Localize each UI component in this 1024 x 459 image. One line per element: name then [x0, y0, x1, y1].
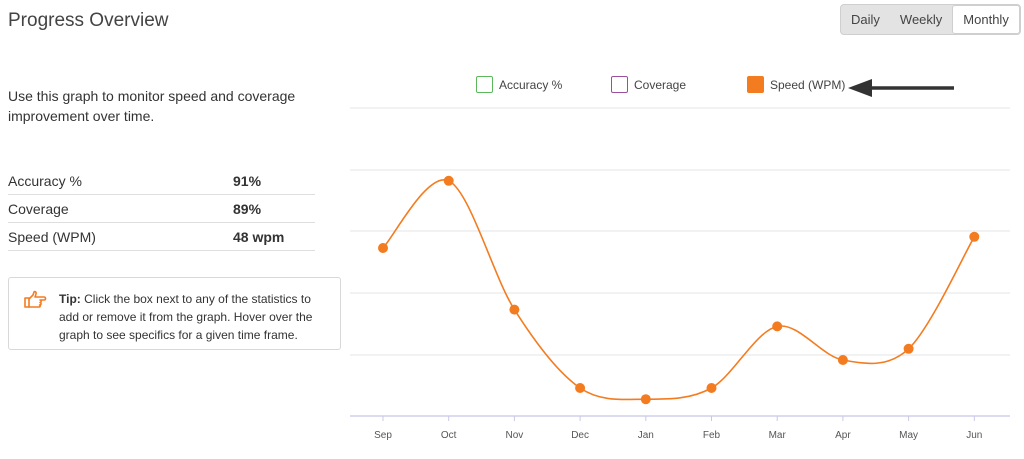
- data-point[interactable]: [903, 343, 914, 354]
- tip-text: Tip: Click the box next to any of the st…: [59, 290, 334, 344]
- x-tick-label: May: [899, 430, 918, 441]
- time-range-toggle: Daily Weekly Monthly: [840, 4, 1021, 35]
- legend-checkbox-speed[interactable]: [747, 76, 764, 93]
- legend-label: Speed (WPM): [770, 77, 846, 92]
- range-weekly-button[interactable]: Weekly: [899, 12, 943, 27]
- speed-line-chart[interactable]: Sep Oct Nov Dec Jan Feb Mar Apr May Jun: [350, 100, 1010, 450]
- x-tick-label: Oct: [441, 430, 457, 441]
- legend-item-speed[interactable]: Speed (WPM): [747, 76, 845, 93]
- range-daily-button[interactable]: Daily: [851, 12, 880, 27]
- legend-label: Coverage: [634, 77, 687, 92]
- data-point[interactable]: [706, 383, 717, 393]
- x-tick-label: Sep: [374, 430, 392, 441]
- chart-legend: Accuracy % Coverage Speed (WPM): [476, 76, 976, 96]
- legend-label: Accuracy %: [499, 77, 563, 92]
- data-point[interactable]: [772, 321, 783, 332]
- series-line-speed: [382, 179, 975, 401]
- x-tick-label: Feb: [703, 430, 721, 441]
- stat-label: Speed (WPM): [8, 228, 96, 245]
- data-point[interactable]: [969, 231, 980, 242]
- data-point[interactable]: [509, 304, 520, 315]
- tip-box: Tip: Click the box next to any of the st…: [8, 277, 341, 350]
- range-monthly-button[interactable]: Monthly: [952, 5, 1020, 34]
- stats-table: Accuracy % 91% Coverage 89% Speed (WPM) …: [8, 167, 315, 251]
- x-tick-label: Jun: [966, 430, 982, 441]
- stat-row-accuracy: Accuracy % 91%: [8, 167, 315, 195]
- stat-row-coverage: Coverage 89%: [8, 195, 315, 223]
- x-tick-label: Jan: [638, 430, 654, 441]
- stat-value: 48 wpm: [233, 228, 285, 245]
- data-point[interactable]: [378, 243, 388, 253]
- legend-item-accuracy[interactable]: Accuracy %: [476, 76, 562, 93]
- stat-value: 91%: [233, 172, 262, 189]
- x-tick-label: Dec: [571, 430, 589, 441]
- x-tick-label: Apr: [835, 430, 851, 441]
- stat-label: Coverage: [8, 200, 69, 217]
- data-point[interactable]: [443, 175, 454, 186]
- data-point[interactable]: [640, 394, 651, 405]
- stat-value: 89%: [233, 200, 262, 217]
- pointing-hand-icon: [24, 290, 47, 308]
- tip-label: Tip:: [59, 292, 81, 306]
- data-point[interactable]: [837, 355, 848, 365]
- x-tick-label: Nov: [506, 430, 524, 441]
- legend-checkbox-coverage[interactable]: [611, 76, 628, 93]
- tip-body: Click the box next to any of the statist…: [59, 292, 313, 342]
- legend-checkbox-accuracy[interactable]: [476, 76, 493, 93]
- stat-row-speed: Speed (WPM) 48 wpm: [8, 223, 315, 251]
- stat-label: Accuracy %: [8, 172, 82, 189]
- legend-item-coverage[interactable]: Coverage: [611, 76, 686, 93]
- x-tick-label: Mar: [769, 430, 787, 441]
- pointer-arrow-icon: [848, 79, 954, 97]
- data-point[interactable]: [575, 383, 586, 393]
- description-text: Use this graph to monitor speed and cove…: [8, 88, 296, 124]
- page-title: Progress Overview: [8, 10, 169, 31]
